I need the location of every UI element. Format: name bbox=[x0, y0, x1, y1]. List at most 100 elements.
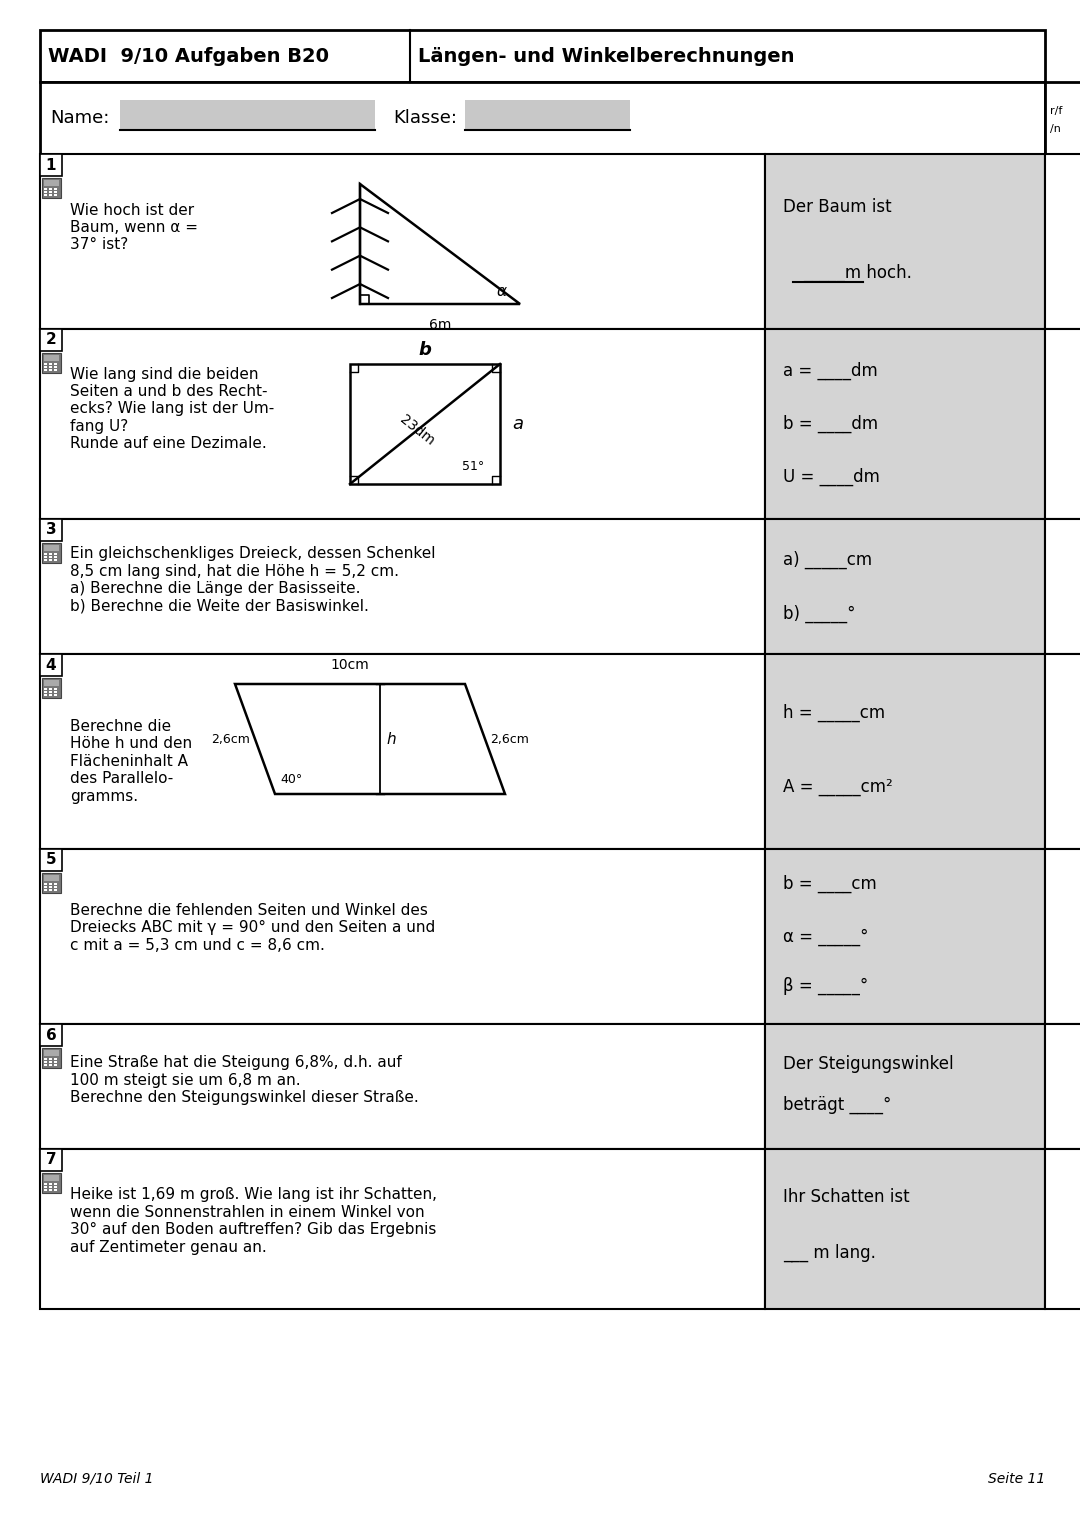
Bar bbox=[44, 557, 48, 558]
Bar bbox=[44, 875, 59, 881]
Bar bbox=[40, 1148, 765, 1309]
Bar bbox=[54, 1064, 57, 1066]
Text: /n: /n bbox=[1050, 124, 1061, 135]
Text: 1: 1 bbox=[45, 157, 56, 173]
Bar bbox=[54, 191, 57, 193]
Bar bbox=[44, 1187, 48, 1188]
Bar bbox=[54, 1061, 57, 1063]
Text: b = ____dm: b = ____dm bbox=[783, 414, 878, 433]
Bar bbox=[40, 849, 62, 872]
Text: a: a bbox=[512, 414, 523, 433]
Bar bbox=[54, 884, 57, 885]
Text: h = _____cm: h = _____cm bbox=[783, 703, 886, 722]
Text: 2,6cm: 2,6cm bbox=[211, 732, 249, 746]
Bar bbox=[42, 543, 60, 563]
Text: _____m hoch.: _____m hoch. bbox=[804, 265, 912, 283]
Bar bbox=[54, 885, 57, 888]
Bar bbox=[44, 560, 48, 561]
Bar bbox=[40, 654, 62, 676]
Text: 2,6cm: 2,6cm bbox=[490, 732, 529, 746]
Bar bbox=[44, 544, 59, 550]
Bar bbox=[40, 31, 1045, 83]
Text: WADI 9/10 Teil 1: WADI 9/10 Teil 1 bbox=[40, 1472, 153, 1486]
Text: Ein gleichschenkliges Dreieck, dessen Schenkel
8,5 cm lang sind, hat die Höhe h : Ein gleichschenkliges Dreieck, dessen Sc… bbox=[70, 546, 435, 613]
Text: α = _____°: α = _____° bbox=[783, 928, 868, 945]
Bar bbox=[54, 553, 57, 555]
Bar bbox=[42, 677, 60, 699]
Text: 3: 3 bbox=[45, 523, 56, 538]
Bar bbox=[40, 1024, 765, 1148]
Bar bbox=[49, 188, 52, 190]
Text: a) _____cm: a) _____cm bbox=[783, 550, 873, 569]
Text: Wie lang sind die beiden
Seiten a und b des Recht-
ecks? Wie lang ist der Um-
fa: Wie lang sind die beiden Seiten a und b … bbox=[70, 367, 274, 451]
Text: β = _____°: β = _____° bbox=[783, 977, 868, 995]
Bar bbox=[1045, 849, 1080, 1024]
Bar bbox=[54, 694, 57, 696]
Text: b: b bbox=[419, 341, 431, 359]
Bar bbox=[44, 888, 48, 891]
Bar bbox=[49, 553, 52, 555]
Bar bbox=[40, 83, 1045, 154]
Text: Ihr Schatten ist: Ihr Schatten ist bbox=[783, 1188, 909, 1206]
Bar bbox=[54, 1183, 57, 1185]
Bar bbox=[44, 885, 48, 888]
Bar bbox=[1045, 1024, 1080, 1148]
Bar bbox=[54, 188, 57, 190]
Bar bbox=[44, 180, 59, 187]
Text: Der Baum ist: Der Baum ist bbox=[783, 197, 892, 216]
Bar bbox=[54, 1187, 57, 1188]
Bar bbox=[49, 1061, 52, 1063]
Bar bbox=[42, 873, 60, 893]
Bar bbox=[350, 364, 500, 485]
Bar bbox=[765, 1024, 1045, 1148]
Bar bbox=[54, 194, 57, 196]
Text: A = _____cm²: A = _____cm² bbox=[783, 778, 893, 795]
Bar bbox=[765, 154, 1045, 329]
Text: Seite 11: Seite 11 bbox=[988, 1472, 1045, 1486]
Bar bbox=[44, 368, 48, 372]
Text: Name:: Name: bbox=[50, 109, 109, 127]
Bar bbox=[42, 177, 60, 197]
Bar bbox=[40, 518, 62, 541]
Bar bbox=[765, 518, 1045, 654]
Bar bbox=[49, 688, 52, 690]
Bar bbox=[54, 888, 57, 891]
Bar bbox=[54, 1190, 57, 1191]
Bar bbox=[120, 99, 375, 130]
Bar bbox=[40, 154, 765, 329]
Bar bbox=[1045, 1148, 1080, 1309]
Bar bbox=[54, 368, 57, 372]
Bar bbox=[44, 1061, 48, 1063]
Bar bbox=[44, 362, 48, 365]
Bar bbox=[49, 885, 52, 888]
Text: 2: 2 bbox=[45, 332, 56, 347]
Bar bbox=[44, 1058, 48, 1060]
Bar bbox=[54, 365, 57, 368]
Text: Wie hoch ist der
Baum, wenn α =
37° ist?: Wie hoch ist der Baum, wenn α = 37° ist? bbox=[70, 203, 198, 252]
Text: 4: 4 bbox=[45, 657, 56, 673]
Bar bbox=[44, 1064, 48, 1066]
Text: Der Steigungswinkel: Der Steigungswinkel bbox=[783, 1055, 954, 1073]
Text: $\alpha$: $\alpha$ bbox=[496, 284, 508, 300]
Bar bbox=[54, 560, 57, 561]
Bar bbox=[49, 1190, 52, 1191]
Bar bbox=[765, 849, 1045, 1024]
Text: WADI  9/10 Aufgaben B20: WADI 9/10 Aufgaben B20 bbox=[48, 46, 329, 66]
Bar bbox=[40, 1024, 62, 1046]
Bar bbox=[54, 557, 57, 558]
Bar bbox=[49, 194, 52, 196]
Bar bbox=[44, 1190, 48, 1191]
Text: b = ____cm: b = ____cm bbox=[783, 875, 877, 893]
Bar bbox=[44, 365, 48, 368]
Bar bbox=[1045, 83, 1080, 154]
Bar bbox=[1045, 154, 1080, 329]
Text: 10cm: 10cm bbox=[330, 657, 369, 673]
Bar bbox=[49, 694, 52, 696]
Bar bbox=[44, 1174, 59, 1180]
Bar bbox=[44, 355, 59, 361]
Bar bbox=[42, 353, 60, 373]
Text: 23dm: 23dm bbox=[397, 413, 437, 448]
Bar bbox=[44, 688, 48, 690]
Bar bbox=[54, 362, 57, 365]
Bar bbox=[44, 680, 59, 687]
